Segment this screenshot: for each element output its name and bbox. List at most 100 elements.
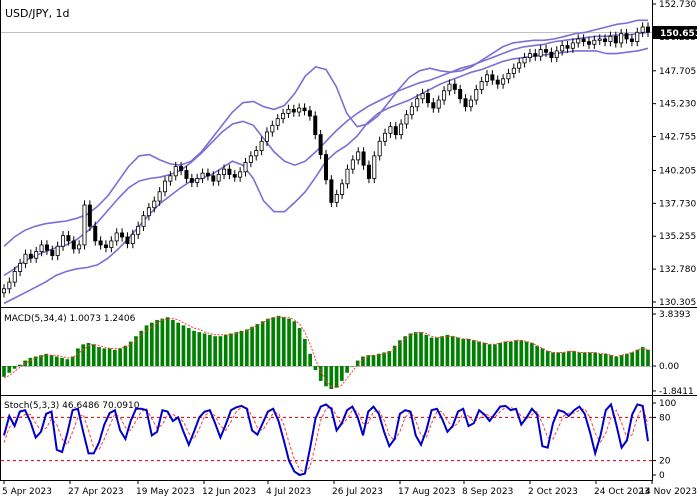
macd-bar: [12, 366, 17, 369]
candle: [205, 168, 210, 181]
candle: [87, 200, 92, 231]
macd-bar: [508, 341, 513, 366]
candle: [77, 240, 82, 254]
candle: [511, 63, 516, 79]
macd-bar: [28, 357, 33, 366]
macd-bar: [572, 351, 576, 366]
candle: [141, 211, 146, 231]
macd-bar: [308, 353, 312, 366]
date-tick-label: 2 Oct 2023: [528, 487, 578, 497]
candle: [533, 48, 538, 61]
price-tick-label: 140.205: [659, 166, 696, 176]
macd-bar: [213, 336, 217, 366]
price-tick-label: 142.755: [659, 133, 696, 143]
macd-bar: [324, 366, 328, 387]
macd-tick-label: -1.8411: [659, 387, 694, 397]
macd-bar: [440, 336, 444, 366]
macd-bar: [292, 321, 297, 366]
macd-bar: [54, 356, 59, 366]
candle: [2, 284, 6, 298]
macd-bar: [530, 342, 534, 366]
candle: [275, 114, 280, 130]
macd-bar: [598, 353, 603, 366]
candle: [565, 40, 570, 53]
macd-bar: [482, 342, 487, 366]
macd-bar: [49, 355, 54, 366]
candle: [146, 203, 151, 221]
macd-bar: [303, 338, 307, 366]
candle: [404, 110, 409, 129]
candle: [136, 221, 141, 239]
candle: [18, 258, 23, 277]
candle: [474, 84, 479, 105]
macd-bar: [556, 352, 561, 366]
candle: [109, 236, 114, 253]
candle: [297, 103, 302, 117]
macd-bar: [582, 352, 587, 366]
macd-bar: [566, 351, 571, 366]
candle: [28, 249, 33, 263]
candle: [313, 111, 318, 140]
macd-bar: [376, 353, 381, 366]
macd-signal-line: [3, 316, 649, 389]
candle: [114, 228, 119, 246]
date-tick-label: 19 May 2023: [136, 487, 195, 497]
candle: [490, 70, 495, 85]
stoch-panel: Stoch(5,3,3) 46.6486 70.0910: [1, 401, 652, 477]
candle: [120, 228, 125, 242]
macd-bar: [461, 338, 466, 366]
candle: [436, 95, 441, 113]
macd-bar: [186, 328, 191, 366]
macd-bar: [413, 332, 418, 366]
date-tick-label: 26 Jul 2023: [332, 487, 383, 497]
macd-bar: [255, 324, 260, 366]
macd-bar: [456, 337, 460, 366]
candle: [495, 75, 500, 89]
macd-panel: MACD(5,34,4) 1.0073 1.2406: [1, 314, 652, 390]
candle: [646, 22, 650, 37]
candle: [383, 128, 388, 146]
macd-bar: [519, 340, 524, 366]
chart-frame: [0, 0, 697, 481]
macd-bar: [371, 355, 376, 366]
candle: [570, 38, 575, 53]
chart-title: USD/JPY, 1d: [5, 7, 70, 20]
candle: [34, 246, 39, 263]
price-panel: USD/JPY, 1d: [1, 7, 652, 305]
macd-bar: [65, 359, 70, 366]
candle: [318, 129, 323, 160]
candle: [173, 161, 178, 181]
macd-bar: [223, 334, 228, 366]
macd-bar: [561, 352, 566, 366]
macd-bar: [435, 337, 439, 366]
macd-bar: [244, 329, 249, 366]
macd-bar: [350, 366, 355, 367]
macd-bar: [113, 349, 117, 366]
date-tick-label: 24 Oct 2023: [594, 487, 650, 497]
current-price-label: 150.651: [660, 29, 697, 39]
macd-bar: [86, 342, 91, 366]
candle: [619, 28, 624, 48]
candle: [93, 221, 98, 246]
candle: [388, 122, 393, 138]
date-tick-label: 12 Jun 2023: [202, 487, 256, 497]
macd-bar: [229, 333, 233, 366]
candle: [522, 52, 527, 68]
price-tick-label: 130.305: [659, 298, 696, 308]
macd-bar: [260, 321, 265, 366]
candle: [415, 94, 420, 112]
macd-bar: [128, 341, 133, 366]
candle: [163, 176, 167, 197]
candle: [613, 31, 618, 48]
candle: [211, 171, 216, 186]
macd-bar: [445, 334, 450, 366]
candle: [538, 44, 543, 61]
candle: [372, 151, 377, 184]
macd-bar: [540, 348, 545, 366]
stoch-tick-label: 100: [659, 399, 676, 409]
macd-bar: [493, 344, 497, 366]
candle: [264, 127, 269, 146]
macd-bar: [630, 352, 634, 366]
candle: [350, 155, 355, 174]
candle: [157, 187, 162, 206]
